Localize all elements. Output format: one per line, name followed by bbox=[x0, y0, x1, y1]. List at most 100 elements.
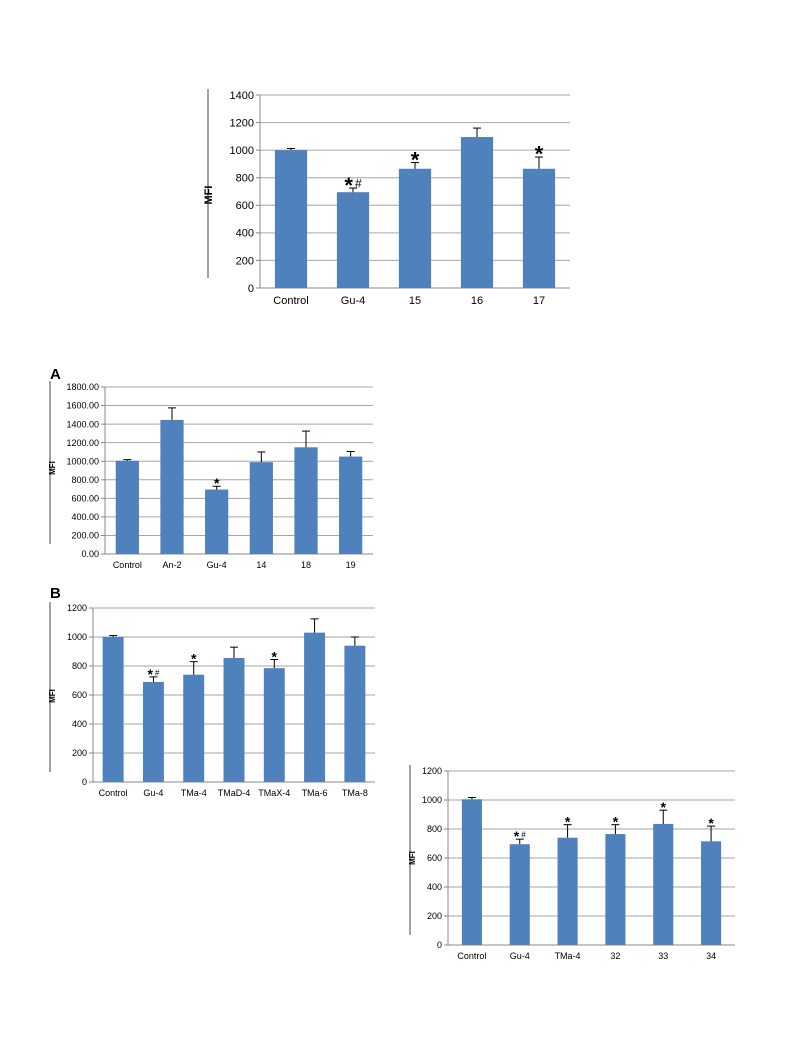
bar bbox=[205, 489, 229, 554]
y-tick-label: 200 bbox=[236, 255, 254, 267]
y-tick-label: 600 bbox=[236, 200, 254, 212]
significance-mark: * bbox=[708, 815, 714, 831]
significance-star: * bbox=[661, 799, 667, 815]
bar bbox=[304, 632, 326, 782]
chart-panel-4: 0 200 400 600 800 1000 1200 MFI Control Gu-4 * # TMa… bbox=[405, 762, 750, 967]
category-label: 17 bbox=[533, 295, 545, 307]
significance-mark: * bbox=[565, 814, 571, 830]
category-label: Gu-4 bbox=[143, 788, 163, 798]
y-tick-label: 1200 bbox=[67, 603, 87, 613]
bar bbox=[294, 447, 318, 554]
y-tick-label: 400 bbox=[72, 719, 87, 729]
significance-star: * bbox=[344, 173, 353, 198]
category-label: 19 bbox=[346, 560, 356, 570]
y-axis-label: MFI bbox=[408, 851, 417, 865]
category-label: 15 bbox=[409, 295, 421, 307]
significance-star: * bbox=[411, 147, 420, 172]
category-label: 32 bbox=[610, 951, 620, 961]
y-tick-label: 800 bbox=[427, 824, 442, 834]
y-tick-label: 0.00 bbox=[81, 549, 99, 559]
category-label: 16 bbox=[471, 295, 483, 307]
significance-star: * bbox=[191, 651, 197, 667]
significance-mark: * # bbox=[344, 173, 362, 198]
bar bbox=[142, 681, 164, 782]
significance-mark: * bbox=[411, 147, 420, 172]
bar bbox=[653, 823, 674, 945]
y-tick-label: 0 bbox=[248, 283, 254, 295]
bar bbox=[398, 168, 432, 288]
bar bbox=[183, 674, 205, 782]
y-tick-label: 1000 bbox=[230, 145, 254, 157]
category-label: 34 bbox=[706, 951, 716, 961]
bar bbox=[249, 462, 273, 554]
y-tick-label: 1200 bbox=[422, 766, 442, 776]
y-tick-label: 1400.00 bbox=[66, 419, 99, 429]
category-label: TMaX-4 bbox=[258, 788, 290, 798]
y-tick-label: 800 bbox=[72, 661, 87, 671]
y-tick-label: 1000 bbox=[422, 795, 442, 805]
bar bbox=[336, 192, 370, 288]
chart-svg-1: 0 200 400 600 800 1000 1200 1400 MFI Control Gu-4 *… bbox=[203, 89, 570, 307]
y-tick-label: 1600.00 bbox=[66, 401, 99, 411]
category-label: Control bbox=[273, 295, 308, 307]
y-tick-label: 600 bbox=[72, 690, 87, 700]
category-label: Gu-4 bbox=[510, 951, 530, 961]
category-label: Gu-4 bbox=[341, 295, 365, 307]
significance-mark: * bbox=[214, 475, 220, 491]
significance-mark: * bbox=[535, 142, 544, 167]
category-label: TMa-4 bbox=[555, 951, 581, 961]
y-tick-label: 200 bbox=[72, 748, 87, 758]
significance-mark: * bbox=[272, 648, 278, 664]
y-tick-label: 400 bbox=[236, 228, 254, 240]
bar bbox=[102, 637, 124, 782]
bar bbox=[339, 456, 363, 554]
chart-panel-1: 0 200 400 600 800 1000 1200 1400 MFI Control Gu-4 *… bbox=[200, 85, 580, 320]
category-label: 14 bbox=[256, 560, 266, 570]
y-tick-label: 1000.00 bbox=[66, 456, 99, 466]
category-label: Control bbox=[99, 788, 128, 798]
category-label: Control bbox=[113, 560, 142, 570]
y-axis-label: MFI bbox=[48, 461, 57, 475]
y-tick-label: 1200 bbox=[230, 117, 254, 129]
y-axis-label: MFI bbox=[203, 186, 215, 205]
bar bbox=[557, 837, 578, 945]
bar bbox=[263, 668, 285, 782]
significance-star: * bbox=[272, 648, 278, 664]
panel-letter-a: A bbox=[50, 366, 61, 383]
y-tick-label: 1800.00 bbox=[66, 382, 99, 392]
category-label: 18 bbox=[301, 560, 311, 570]
significance-mark: * bbox=[191, 651, 197, 667]
y-tick-label: 600 bbox=[427, 853, 442, 863]
y-tick-label: 800.00 bbox=[71, 475, 99, 485]
y-tick-label: 400.00 bbox=[71, 512, 99, 522]
category-label: 33 bbox=[658, 951, 668, 961]
y-tick-label: 800 bbox=[236, 173, 254, 185]
y-tick-label: 1400 bbox=[230, 90, 254, 102]
category-label: Control bbox=[457, 951, 486, 961]
bar bbox=[274, 150, 308, 288]
bar bbox=[160, 419, 184, 554]
significance-star: * bbox=[613, 814, 619, 830]
bar bbox=[461, 799, 482, 945]
significance-mark: * bbox=[661, 799, 667, 815]
significance-star: * bbox=[147, 666, 153, 682]
bar bbox=[605, 834, 626, 945]
bar bbox=[223, 658, 245, 782]
bar bbox=[115, 460, 139, 554]
chart-panel-2: 0.00 200.00 400.00 600.00 800.00 1000.00 1200.… bbox=[45, 378, 385, 578]
y-tick-label: 200.00 bbox=[71, 531, 99, 541]
y-tick-label: 0 bbox=[437, 940, 442, 950]
significance-hash: # bbox=[155, 668, 160, 677]
bar bbox=[460, 137, 494, 288]
category-label: TMa-8 bbox=[342, 788, 368, 798]
y-tick-label: 200 bbox=[427, 911, 442, 921]
y-axis-label: MFI bbox=[48, 689, 57, 703]
bar bbox=[509, 844, 530, 945]
bar bbox=[522, 168, 556, 288]
y-tick-label: 400 bbox=[427, 882, 442, 892]
category-label: TMa-4 bbox=[181, 788, 207, 798]
significance-star: * bbox=[535, 142, 544, 167]
bar bbox=[701, 841, 722, 945]
